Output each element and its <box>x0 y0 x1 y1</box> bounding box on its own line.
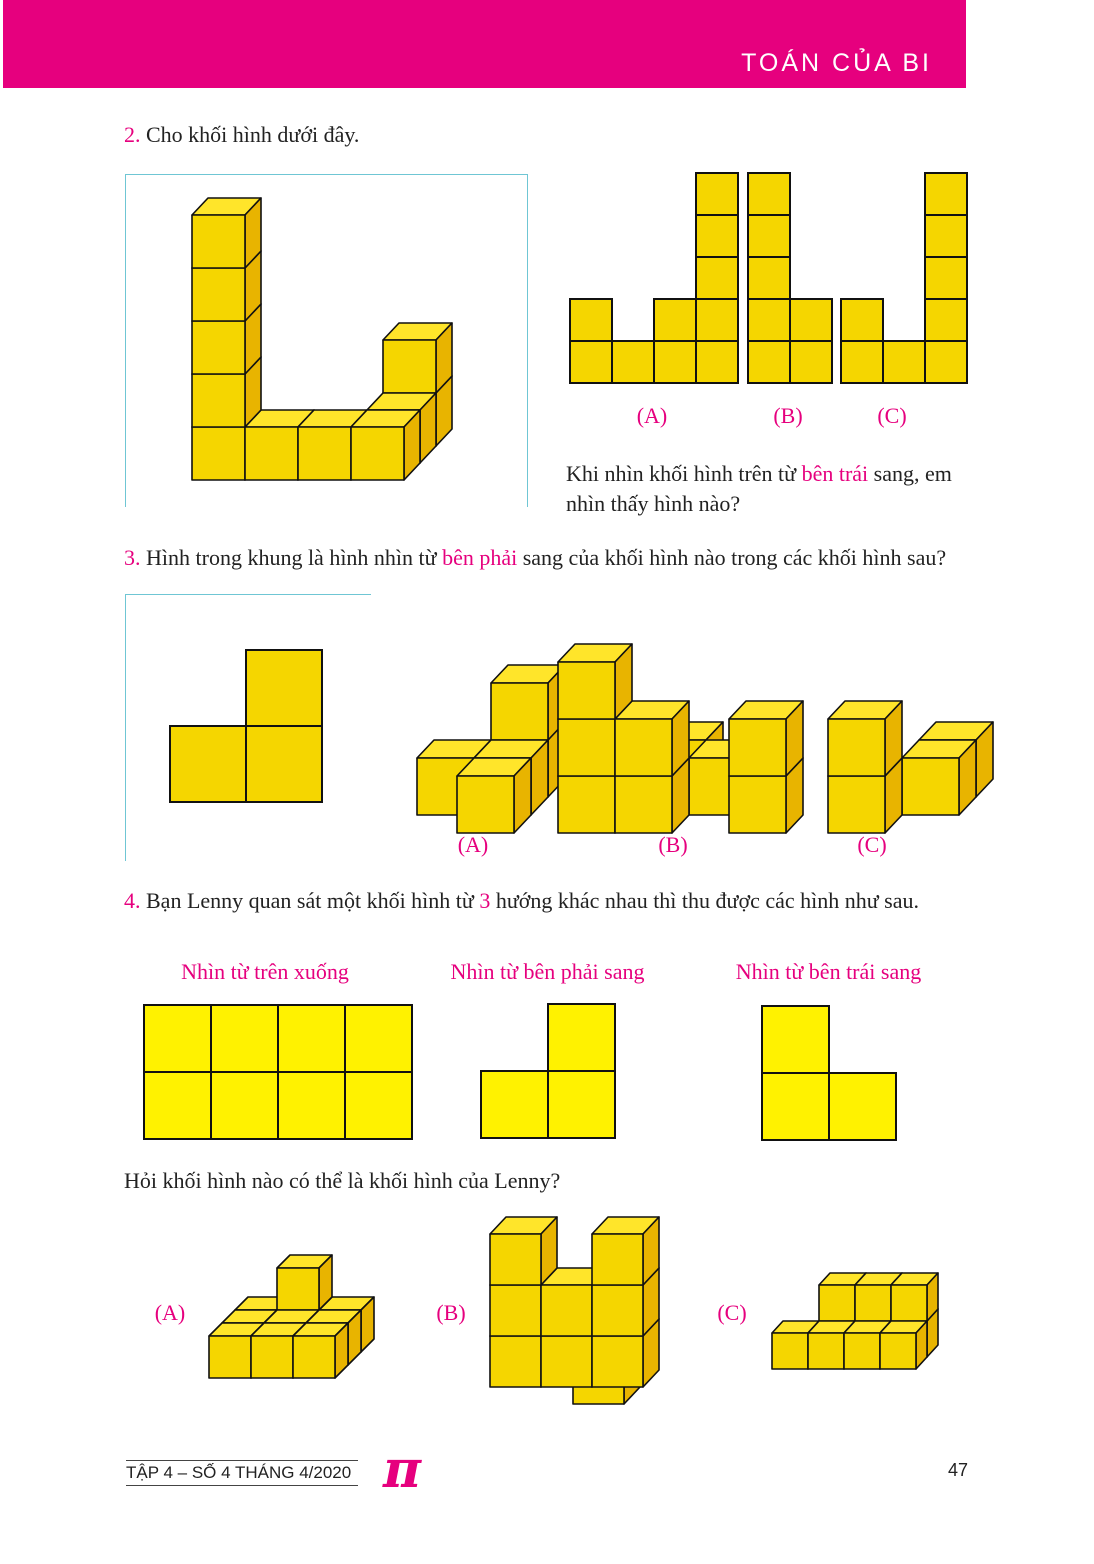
q4-text-post: hướng khác nhau thì thu được các hình nh… <box>490 888 920 913</box>
grid-square <box>695 172 739 216</box>
cube-front-face <box>208 1335 252 1379</box>
section-title: TOÁN CỦA BI <box>741 49 932 77</box>
q2-prompt: 2. Cho khối hình dưới đây. <box>124 120 359 150</box>
q3-option-b-label: (B) <box>658 832 688 857</box>
cube-front-face <box>728 718 787 777</box>
q4-view-right-label: Nhìn từ bên phải sang <box>450 959 645 984</box>
grid-square <box>747 298 791 342</box>
q2-question-pre: Khi nhìn khối hình trên từ <box>566 461 802 486</box>
grid-square <box>840 340 884 384</box>
grid-square <box>882 340 926 384</box>
page-number: 47 <box>948 1460 969 1480</box>
q3-text-post: sang của khối hình nào trong các khối hì… <box>517 545 947 570</box>
cube-front-face <box>807 1332 845 1370</box>
grid-square <box>924 298 968 342</box>
q3-text-pre: Hình trong khung là hình nhìn từ <box>146 545 443 570</box>
q2-figure-frame <box>125 174 528 507</box>
cube-front-face <box>591 1233 644 1286</box>
cube-front-face <box>540 1335 593 1388</box>
cube-front-face <box>489 1284 542 1337</box>
pi-logo-icon: π <box>383 1439 422 1500</box>
grid-square <box>789 298 833 342</box>
header-bar: TOÁN CỦA BI <box>3 0 966 88</box>
grid-square <box>695 340 739 384</box>
q2-option-a-label: (A) <box>636 403 668 428</box>
cube-front-face <box>854 1284 892 1322</box>
q4-text-pre: Bạn Lenny quan sát một khối hình từ <box>146 888 480 913</box>
grid-square <box>828 1072 897 1141</box>
q4-view-left-label: Nhìn từ bên trái sang <box>735 959 922 984</box>
grid-square <box>169 725 247 803</box>
grid-square <box>761 1005 830 1074</box>
cube-front-face <box>557 661 616 720</box>
grid-square <box>277 1004 346 1073</box>
q4-prompt: 4. Bạn Lenny quan sát một khối hình từ 3… <box>124 886 984 916</box>
cube-front-face <box>890 1284 928 1322</box>
grid-square <box>747 172 791 216</box>
q4-question: Hỏi khối hình nào có thể là khối hình củ… <box>124 1168 561 1193</box>
grid-square <box>547 1003 616 1072</box>
q3-view-frame <box>125 594 371 861</box>
grid-square <box>924 172 968 216</box>
grid-square <box>210 1004 279 1073</box>
q2-text: Cho khối hình dưới đây. <box>146 122 360 147</box>
q4-option-c-label: (C) <box>717 1300 747 1325</box>
grid-square <box>344 1071 413 1140</box>
grid-square <box>840 298 884 342</box>
grid-square <box>245 649 323 727</box>
q2-question: Khi nhìn khối hình trên từ bên trái sang… <box>566 459 976 519</box>
q3-text-highlight: bên phải <box>442 545 518 570</box>
cube-front-face <box>250 1335 294 1379</box>
cube-front-face <box>456 775 515 834</box>
cube-front-face <box>489 1233 542 1286</box>
cube-front-face <box>191 214 246 269</box>
grid-square <box>924 214 968 258</box>
grid-square <box>653 298 697 342</box>
q4-view-top-label: Nhìn từ trên xuống <box>181 959 349 984</box>
cube-front-face <box>591 1284 644 1337</box>
grid-square <box>344 1004 413 1073</box>
grid-square <box>245 725 323 803</box>
q3-option-a-label: (A) <box>457 832 489 857</box>
q3-number: 3. <box>124 545 141 570</box>
cube-front-face <box>771 1332 809 1370</box>
grid-square <box>547 1070 616 1139</box>
q2-question-highlight: bên trái <box>801 461 869 486</box>
grid-square <box>747 256 791 300</box>
q2-option-c-label: (C) <box>877 403 907 428</box>
grid-square <box>761 1072 830 1141</box>
cube-front-face <box>489 1335 542 1388</box>
q2-option-b-label: (B) <box>773 403 803 428</box>
grid-square <box>277 1071 346 1140</box>
cube-front-face <box>350 426 405 481</box>
cube-front-face <box>540 1284 593 1337</box>
grid-square <box>611 340 655 384</box>
grid-square <box>569 298 613 342</box>
cube-front-face <box>827 718 886 777</box>
cube-front-face <box>614 718 673 777</box>
cube-front-face <box>292 1335 336 1379</box>
q4-number: 4. <box>124 888 141 913</box>
footer-issue: TẬP 4 – SỐ 4 THÁNG 4/2020 <box>126 1460 358 1486</box>
cube-front-face <box>591 1335 644 1388</box>
cube-front-face <box>843 1332 881 1370</box>
q4-option-b-label: (B) <box>436 1300 466 1325</box>
cube-front-face <box>818 1284 856 1322</box>
q3-option-c-label: (C) <box>857 832 887 857</box>
q4-text-highlight: 3 <box>479 888 491 913</box>
cube-front-face <box>276 1267 320 1311</box>
q4-option-a-label: (A) <box>154 1300 186 1325</box>
grid-square <box>789 340 833 384</box>
q3-prompt: 3. Hình trong khung là hình nhìn từ bên … <box>124 543 984 573</box>
cube-front-face <box>879 1332 917 1370</box>
q2-number: 2. <box>124 122 141 147</box>
q2-question-post: sang, em nhìn thấy hình nào? <box>566 461 952 516</box>
grid-square <box>695 214 739 258</box>
grid-square <box>747 340 791 384</box>
